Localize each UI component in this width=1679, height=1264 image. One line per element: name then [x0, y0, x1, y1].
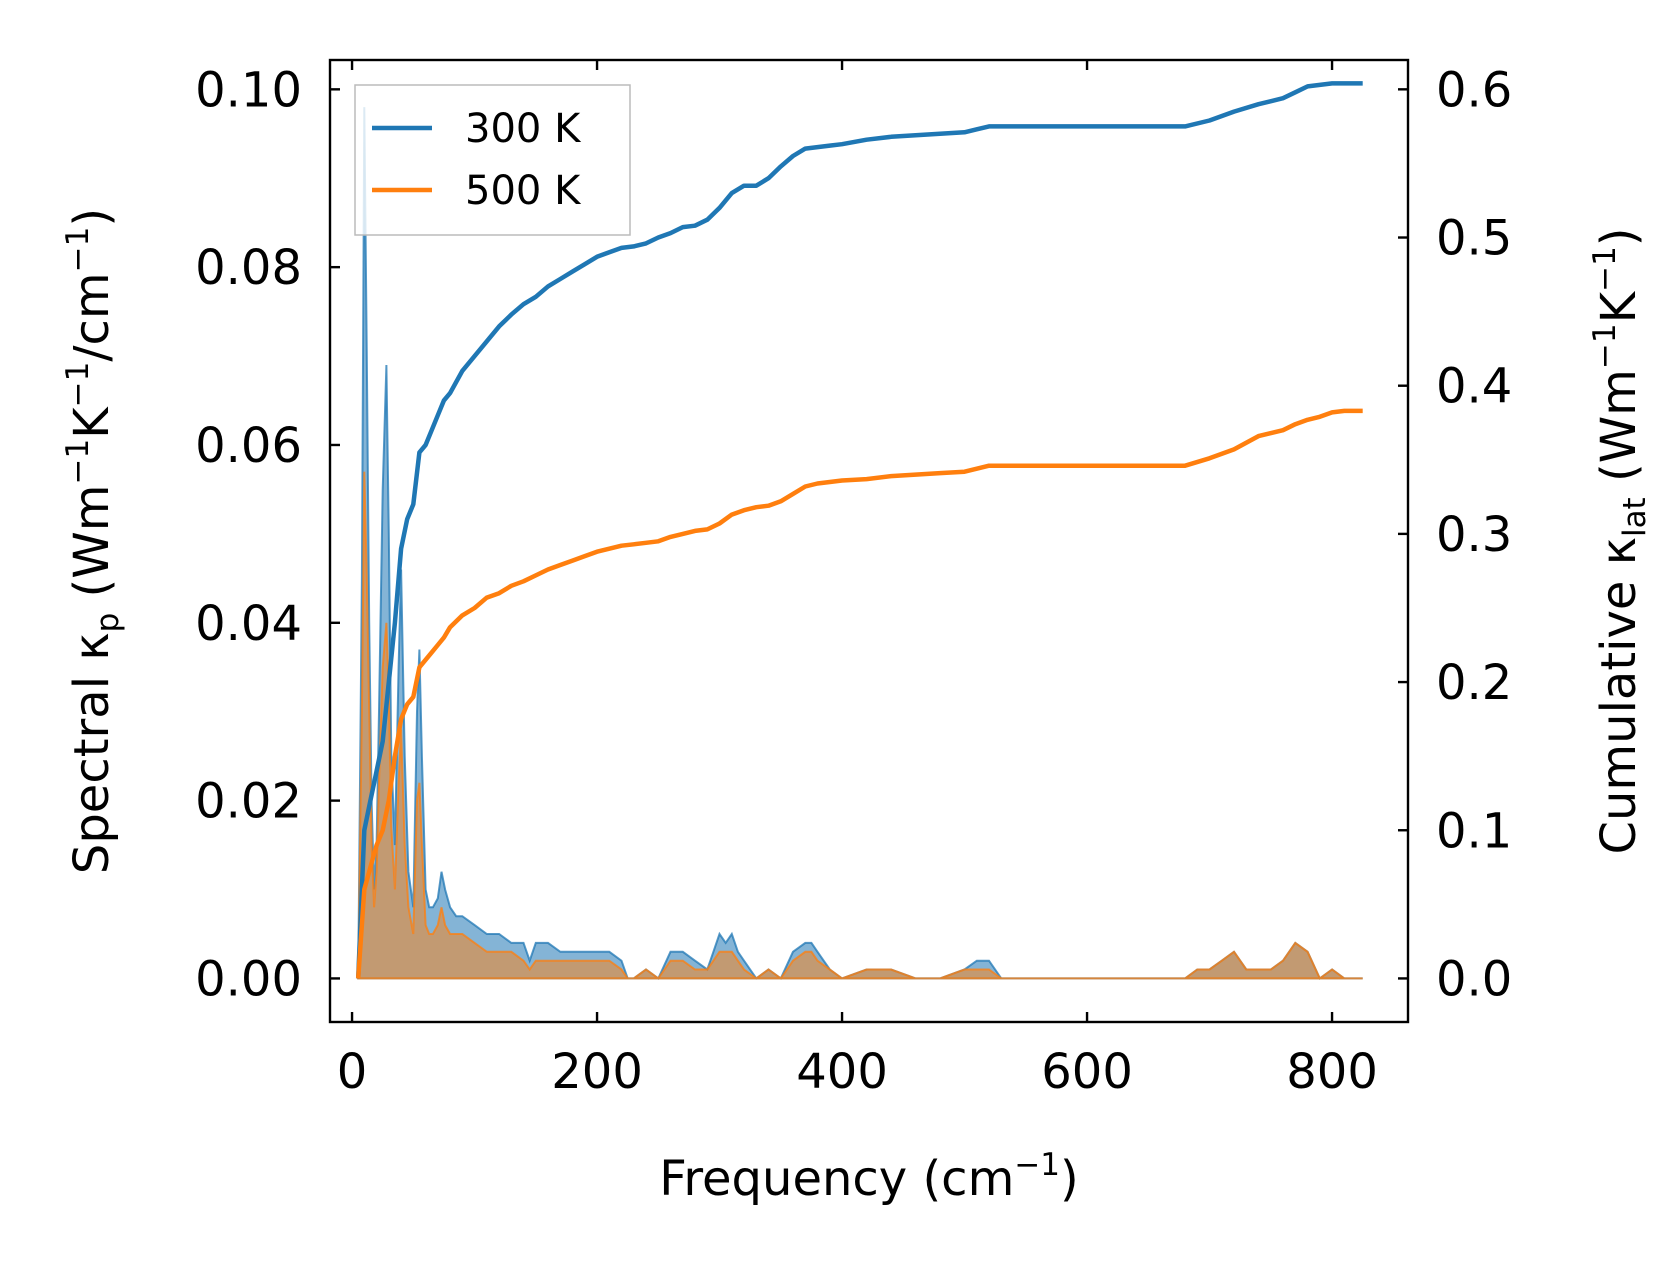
axis-ticks — [330, 60, 1408, 1022]
y-right-tick-label: 0.6 — [1436, 62, 1512, 118]
y-right-tick-label: 0.1 — [1436, 803, 1512, 859]
y-left-tick-label: 0.06 — [195, 418, 302, 474]
y-left-tick-label: 0.00 — [195, 951, 302, 1007]
cumulative-line-500k — [355, 408, 1363, 979]
legend-label-300k: 300 K — [465, 106, 582, 152]
spectral-area-300k — [357, 107, 1363, 980]
y-axis-right-label: Cumulative κlat (Wm−1K−1) — [1587, 227, 1653, 854]
y-axis-left-label: Spectral κp (Wm−1K−1/cm−1) — [60, 208, 126, 874]
legend-label-500k: 500 K — [465, 168, 582, 214]
legend: 300 K 500 K — [354, 84, 631, 236]
x-tick-label: 600 — [1041, 1044, 1133, 1100]
x-tick-label: 200 — [551, 1044, 643, 1100]
x-tick-label: 800 — [1286, 1044, 1378, 1100]
y-right-tick-label: 0.3 — [1436, 507, 1512, 563]
y-left-tick-label: 0.08 — [195, 240, 302, 296]
x-axis-label: Frequency (cm−1) — [659, 1147, 1079, 1207]
spectral-area-500k — [357, 471, 1363, 980]
cumulative-line-300k — [355, 81, 1363, 979]
y-left-tick-label: 0.02 — [195, 774, 302, 830]
y-right-tick-label: 0.0 — [1436, 951, 1512, 1007]
y-right-tick-label: 0.4 — [1436, 359, 1512, 415]
axes-frame — [328, 58, 1410, 1024]
y-right-tick-label: 0.5 — [1436, 211, 1512, 267]
x-tick-label: 400 — [796, 1044, 888, 1100]
y-left-tick-label: 0.10 — [195, 62, 302, 118]
plot-area — [355, 81, 1363, 980]
legend-frame — [354, 84, 631, 236]
y-left-tick-label: 0.04 — [195, 596, 302, 652]
y-right-tick-label: 0.2 — [1436, 655, 1512, 711]
x-tick-label: 0 — [337, 1044, 368, 1100]
